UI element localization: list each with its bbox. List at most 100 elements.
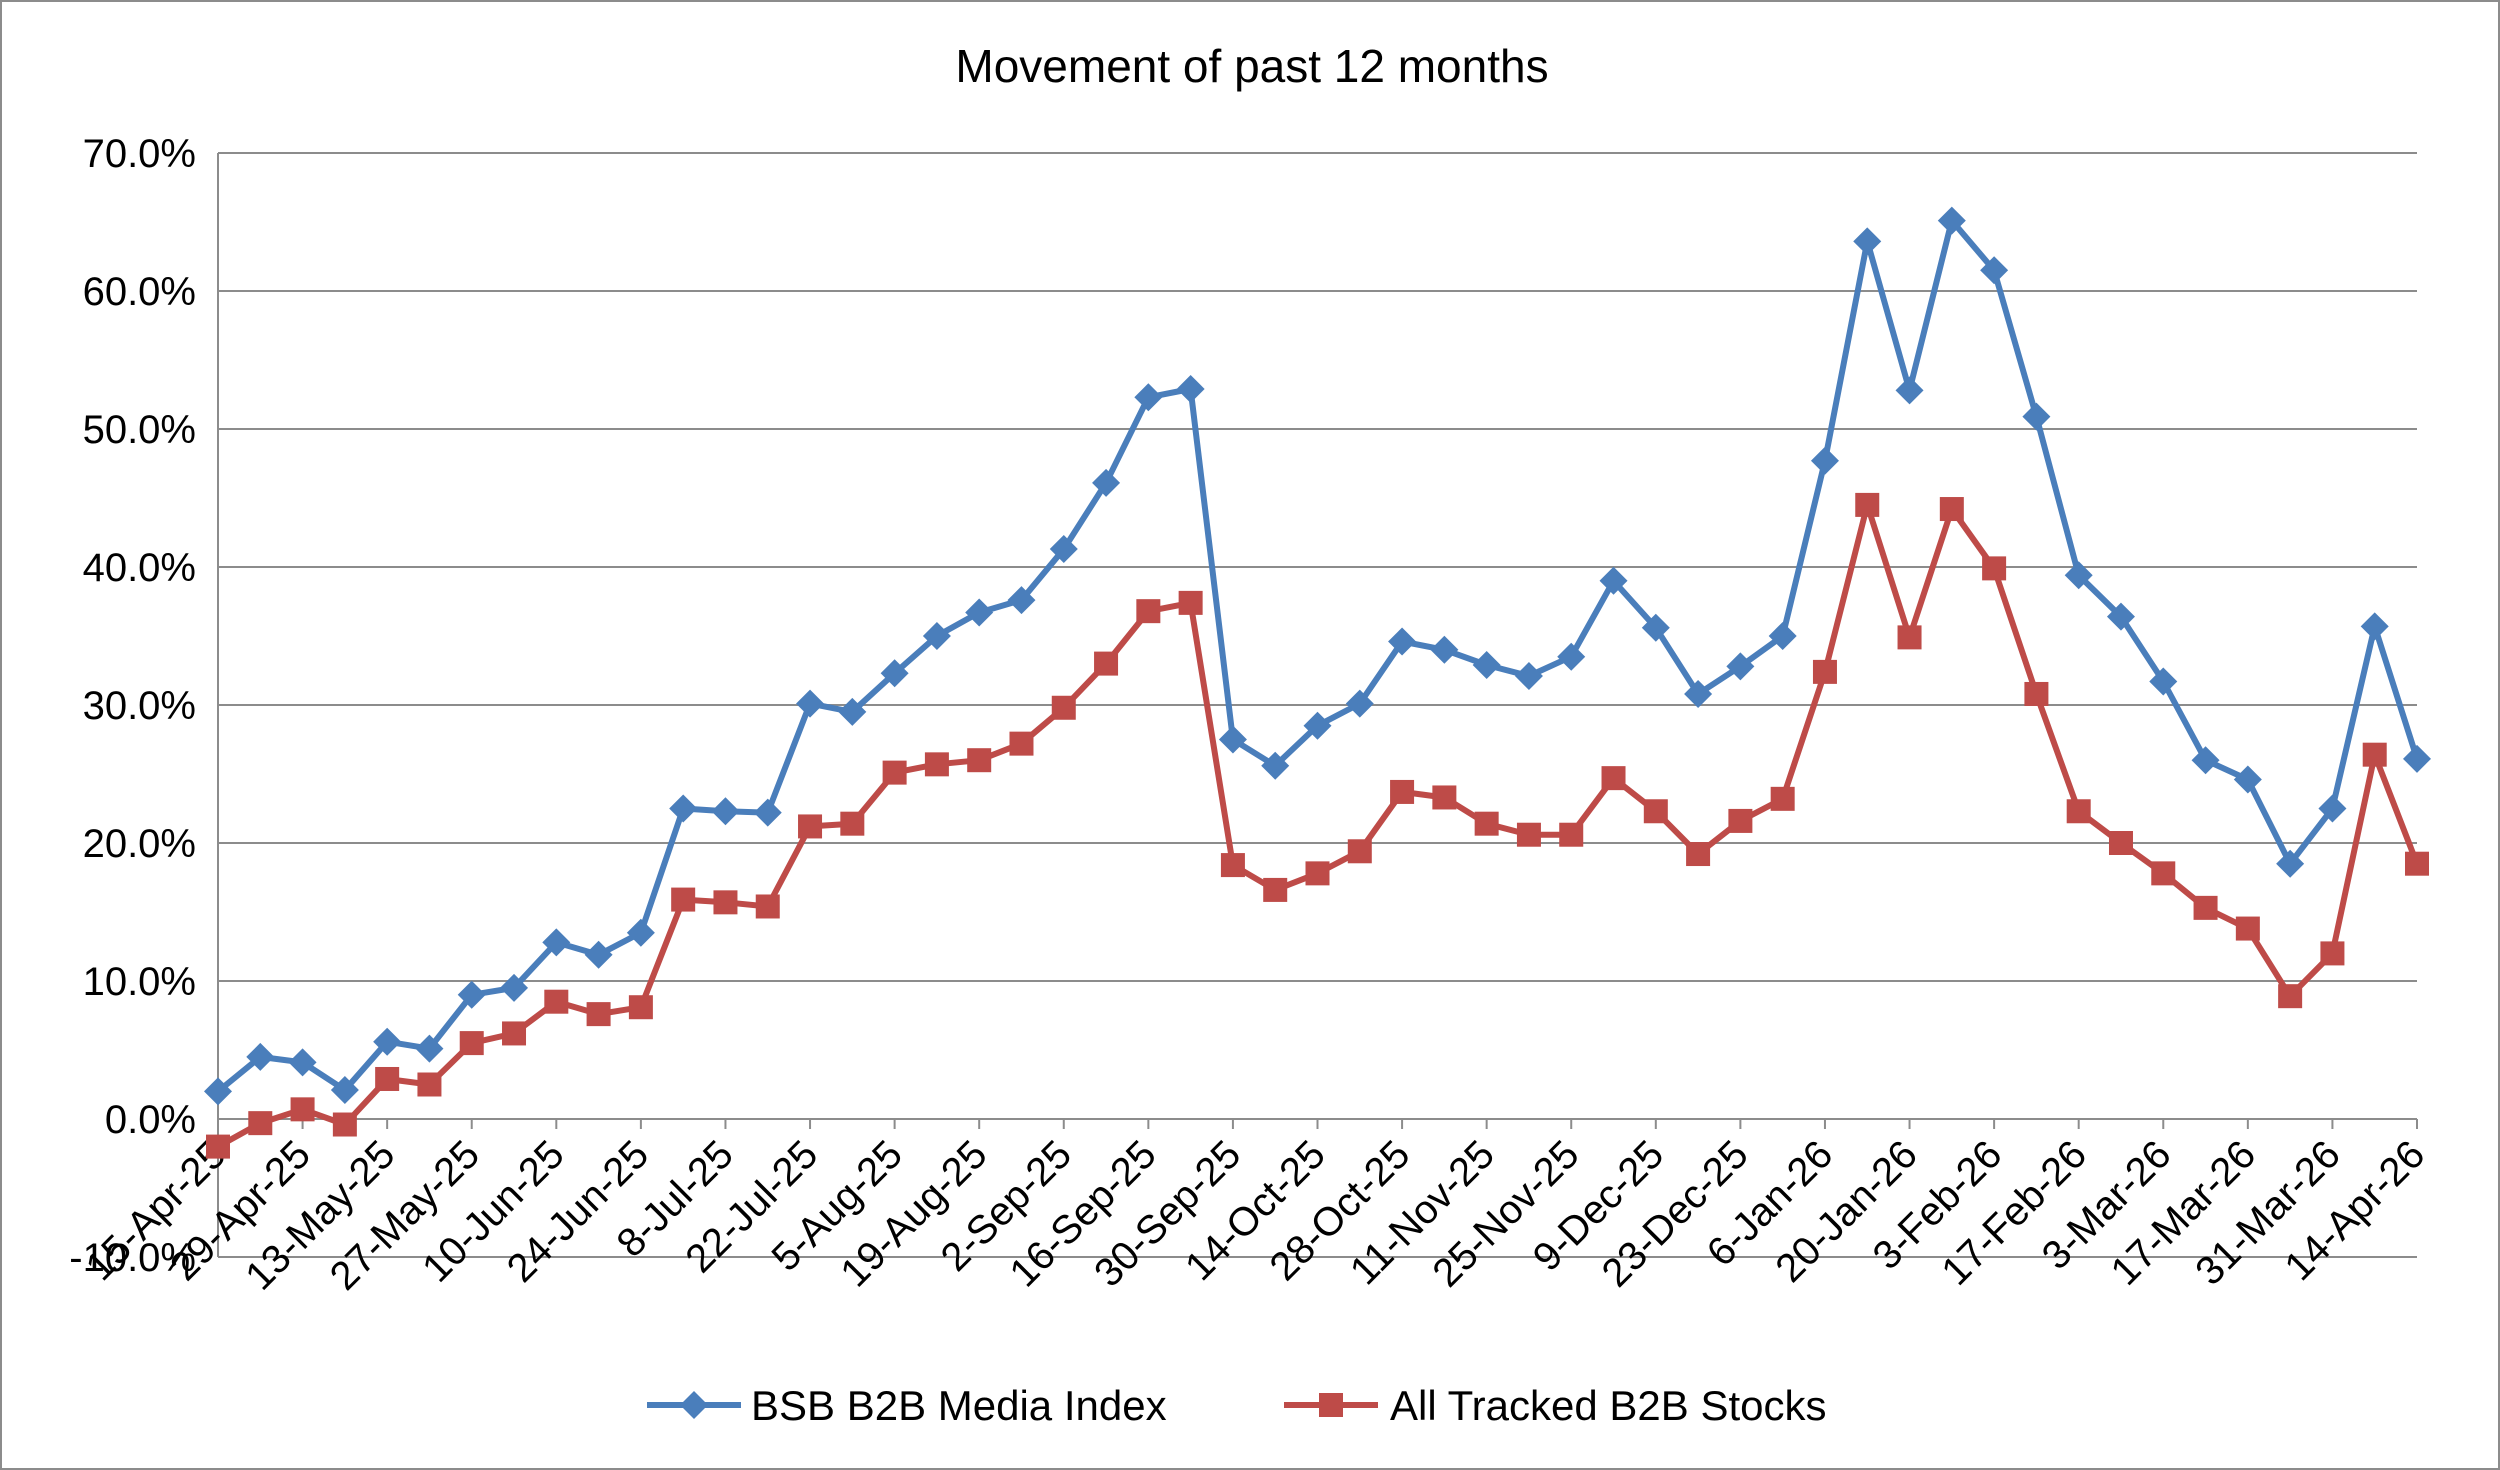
data-point [1474,811,1499,836]
gridlines [217,152,2417,1258]
data-point [2151,861,2176,886]
data-point [1430,635,1459,664]
data-point [2108,831,2133,855]
y-tick-label: 70.0% [83,132,196,176]
data-point [840,811,865,836]
data-point [2403,744,2431,773]
data-point [711,797,740,826]
data-point [753,798,782,827]
data-point [1390,779,1415,804]
data-point [1897,625,1922,650]
data-point [2024,681,2049,706]
data-point [2405,851,2429,876]
data-point [1094,651,1119,676]
data-point [415,1034,444,1063]
data-point [838,697,867,726]
data-point [1514,662,1543,691]
data-point [1810,446,1839,475]
legend-label: BSB B2B Media Index [751,1382,1167,1429]
data-point [246,1042,275,1071]
data-point [882,760,907,785]
data-point [2233,765,2262,794]
y-tick-label: 0.0% [105,1098,196,1142]
data-point [457,980,486,1009]
data-point [671,887,696,912]
data-point [1261,751,1290,780]
data-point [796,689,825,718]
legend-marker [1319,1393,1343,1417]
data-point [1770,786,1795,811]
data-point [1220,853,1245,878]
data-point [1092,468,1121,497]
data-point [1472,650,1501,679]
y-tick-label: 20.0% [83,822,196,866]
data-point [924,752,949,777]
data-point [1728,808,1753,833]
data-point [586,1002,611,1027]
data-point [2235,916,2260,941]
data-point [332,1112,357,1137]
data-point [1855,492,1880,517]
data-point [2064,561,2093,590]
data-point [2320,941,2345,966]
data-point [1557,642,1586,671]
series-line [216,501,2420,1150]
data-point [1263,877,1288,902]
data-point [2149,667,2178,696]
data-point [542,928,571,957]
data-point [1305,861,1330,886]
data-point [1388,627,1417,656]
data-point [1812,659,1837,684]
x-axis-ticks: 15-Apr-2529-Apr-2513-May-2527-May-2510-J… [77,1119,2433,1299]
data-point [1516,822,1541,847]
data-point [1853,227,1882,256]
data-point [2360,612,2389,641]
data-point [1686,842,1711,867]
data-point [669,794,698,823]
data-point [880,659,909,688]
data-point [1049,535,1078,564]
y-tick-label: 10.0% [83,960,196,1004]
data-point [965,598,994,627]
data-point [502,1021,527,1046]
data-point [1303,711,1332,740]
chart-title: Movement of past 12 months [955,40,1548,92]
data-point [1982,556,2007,581]
data-point [1178,590,1203,615]
data-point [2022,402,2051,431]
data-point [373,1027,402,1056]
data-point [1643,799,1668,824]
y-tick-label: 50.0% [83,408,196,452]
data-point [2066,799,2091,824]
data-point [1218,725,1247,754]
data-point [1684,679,1713,708]
y-axis-ticks: -10.0% 0.0% 10.0% 20.0% 30.0% 40.0% 50.0% 60.0%… [69,132,196,1280]
y-tick-label: 60.0% [83,270,196,314]
data-point [1051,695,1076,720]
data-point [2276,849,2305,878]
data-point [922,622,951,650]
data-point [2318,794,2347,823]
data-point [330,1076,359,1105]
data-point [2362,742,2387,767]
data-point [459,1031,484,1056]
legend-label: All Tracked B2B Stocks [1390,1382,1827,1429]
data-point [1176,374,1205,403]
legend: BSB B2B Media Index All Tracked B2B Stock… [647,1382,1827,1429]
data-point [375,1066,400,1091]
data-point [584,940,613,969]
data-point [206,1134,230,1159]
data-point [288,1048,317,1077]
data-point [1937,206,1966,235]
data-point [2191,746,2220,775]
data-point [1347,839,1372,864]
data-point [1136,599,1161,624]
data-point [626,918,655,947]
data-point [2106,602,2135,631]
series-group [204,206,2431,1159]
y-tick-label: -10.0% [69,1236,196,1280]
data-point [1345,689,1374,718]
data-point [290,1097,315,1122]
